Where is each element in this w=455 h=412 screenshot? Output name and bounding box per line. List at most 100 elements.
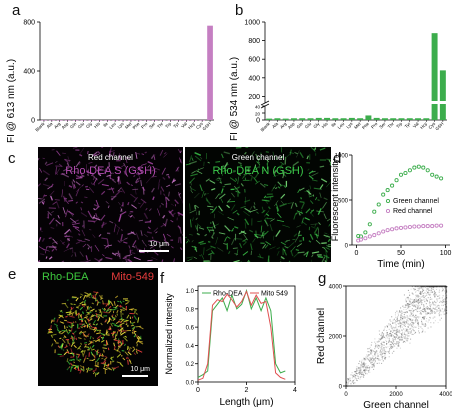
- cell-structure: [326, 158, 331, 161]
- cell-structure: [61, 260, 65, 262]
- cell-structure: [264, 217, 269, 220]
- density-point: [346, 382, 348, 384]
- density-point: [408, 331, 410, 333]
- density-point: [379, 353, 381, 355]
- density-point: [423, 304, 425, 306]
- cell-structure: [71, 222, 80, 226]
- density-point: [374, 355, 376, 357]
- density-point: [359, 370, 361, 372]
- density-point: [425, 310, 427, 312]
- density-point: [394, 327, 396, 329]
- cell-structure: [70, 217, 77, 224]
- density-point: [391, 342, 393, 344]
- density-point: [419, 316, 421, 318]
- density-point: [401, 310, 403, 312]
- density-point: [415, 304, 417, 306]
- density-point: [410, 312, 412, 314]
- cell-structure: [305, 251, 309, 258]
- density-point: [430, 303, 432, 305]
- density-point: [395, 316, 397, 318]
- density-point: [406, 334, 408, 336]
- density-point: [415, 291, 417, 293]
- green-channel-texture: [185, 147, 331, 262]
- density-point: [411, 315, 413, 317]
- density-point: [424, 295, 426, 297]
- density-point: [395, 333, 397, 335]
- data-point: [430, 224, 435, 229]
- density-point: [393, 329, 395, 331]
- density-point: [439, 286, 441, 288]
- density-point: [406, 329, 408, 331]
- cell-structure: [172, 179, 176, 183]
- density-point: [444, 287, 446, 289]
- data-point: [398, 225, 404, 230]
- density-point: [424, 308, 426, 310]
- density-point: [399, 311, 401, 313]
- cell-structure: [215, 179, 220, 181]
- density-point: [436, 300, 438, 302]
- cell-structure: [117, 187, 122, 192]
- mitochondria: [117, 329, 120, 332]
- cell-structure: [205, 197, 209, 202]
- density-point: [418, 299, 420, 301]
- x-tick-label: Trp: [164, 121, 172, 129]
- density-point: [446, 312, 448, 314]
- density-point: [397, 320, 399, 322]
- cell-structure: [194, 248, 197, 251]
- density-point: [423, 325, 425, 327]
- cell-structure: [81, 184, 84, 187]
- cell-structure: [279, 184, 283, 187]
- cell-structure: [164, 152, 167, 155]
- cell-structure: [326, 218, 331, 222]
- mitochondria: [103, 311, 109, 314]
- density-point: [409, 328, 411, 330]
- density-point: [398, 311, 400, 313]
- density-point: [372, 356, 374, 358]
- density-point: [422, 317, 424, 319]
- cell-structure: [244, 196, 247, 205]
- mitochondria: [71, 314, 74, 316]
- density-point: [383, 349, 385, 351]
- cell-structure: [263, 183, 269, 187]
- mitochondria: [72, 330, 77, 335]
- density-point: [442, 299, 444, 301]
- cell-structure: [321, 246, 325, 249]
- density-point: [390, 341, 392, 343]
- cell-structure: [55, 166, 58, 175]
- cell-structure: [189, 155, 193, 163]
- density-point: [413, 322, 415, 324]
- density-point: [407, 326, 409, 328]
- density-point: [398, 341, 400, 343]
- density-point: [379, 350, 381, 352]
- cell-structure: [250, 243, 253, 251]
- density-point: [367, 351, 369, 353]
- cell-structure: [79, 147, 85, 154]
- density-point: [348, 379, 350, 381]
- density-point: [440, 286, 442, 288]
- density-point: [400, 314, 402, 316]
- density-point: [374, 353, 376, 355]
- density-point: [419, 307, 421, 309]
- density-point: [391, 345, 393, 347]
- cell-structure: [120, 187, 126, 194]
- density-point: [375, 345, 377, 347]
- density-point: [446, 286, 448, 288]
- mitochondria: [110, 332, 116, 334]
- density-point: [421, 319, 423, 321]
- cell-structure: [138, 219, 144, 222]
- density-point: [372, 358, 374, 360]
- density-point: [401, 333, 403, 335]
- density-point: [365, 363, 367, 365]
- density-point: [351, 377, 353, 379]
- cell-structure: [109, 148, 112, 154]
- density-point: [441, 308, 443, 310]
- cell-structure: [84, 238, 90, 242]
- density-point: [420, 287, 422, 289]
- density-point: [431, 310, 433, 312]
- mitochondria: [122, 357, 126, 361]
- density-point: [420, 291, 422, 293]
- density-point: [374, 357, 376, 359]
- cell-structure: [65, 209, 69, 218]
- density-point: [428, 300, 430, 302]
- density-point: [416, 308, 418, 310]
